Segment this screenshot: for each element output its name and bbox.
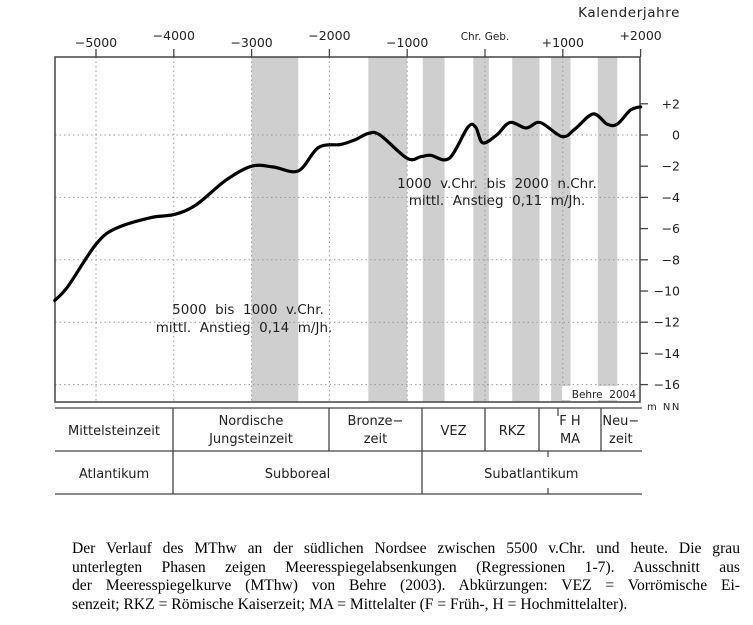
y-tick-label: −16 bbox=[654, 377, 680, 392]
sea-level-chart: −5000 −4000 −3000 −2000 −1000 Chr. Geb. +1000 +… bbox=[53, 5, 681, 495]
cultural-period-label: MA bbox=[560, 432, 580, 447]
x-tick-label: −4000 bbox=[153, 28, 195, 43]
x-tick-label: Chr. Geb. bbox=[461, 31, 510, 43]
regression-bands bbox=[251, 57, 618, 402]
grid-lines bbox=[55, 57, 640, 402]
caption-line: der Meeresspiegelkurve (MThw) von Behre … bbox=[72, 577, 740, 594]
y-axis-unit-label: m NN bbox=[647, 402, 681, 413]
cultural-period-label: RKZ bbox=[499, 424, 526, 439]
y-tick-label: −6 bbox=[662, 221, 680, 236]
caption-line: Der Verlauf des MThw an der südlichen No… bbox=[72, 540, 740, 557]
x-tick-label: −3000 bbox=[230, 35, 272, 50]
x-tick-label: +2000 bbox=[619, 28, 661, 43]
annotation-early-line1: 5000 bis 1000 v.Chr. bbox=[172, 302, 324, 318]
climatic-period-label: Subatlantikum bbox=[484, 467, 578, 482]
y-tick-label: 0 bbox=[672, 128, 680, 143]
x-axis-label: Kalenderjahre bbox=[578, 5, 680, 21]
regression-band-6 bbox=[551, 57, 571, 402]
cultural-period-label: Neu− bbox=[602, 414, 639, 429]
annotation-late-line2: mittl. Anstieg 0,11 m/Jh. bbox=[409, 193, 586, 209]
period-table: Mittelsteinzeit Nordische Jungsteinzeit Bro… bbox=[55, 407, 642, 495]
x-axis-ticks: −5000 −4000 −3000 −2000 −1000 Chr. Geb. +1000 +… bbox=[75, 28, 662, 57]
annotation-late-line1: 1000 v.Chr. bis 2000 n.Chr. bbox=[397, 176, 597, 192]
cultural-period-label: Bronze− bbox=[348, 414, 404, 429]
y-tick-label: −8 bbox=[662, 252, 680, 267]
sea-level-curve bbox=[53, 105, 643, 302]
cultural-period-label: zeit bbox=[364, 432, 388, 447]
y-tick-label: −12 bbox=[654, 315, 680, 330]
cultural-period-label: zeit bbox=[609, 432, 633, 447]
y-tick-label: −10 bbox=[654, 284, 680, 299]
regression-band-1 bbox=[251, 57, 299, 402]
credit-label: Behre 2004 bbox=[572, 389, 637, 401]
y-axis-ticks: +2 0 −2 −4 −6 −8 −10 −12 −14 −16 bbox=[640, 96, 680, 392]
regression-band-5 bbox=[512, 57, 540, 402]
annotation-late: 1000 v.Chr. bis 2000 n.Chr. mittl. Ansti… bbox=[397, 176, 597, 209]
y-tick-label: +2 bbox=[662, 96, 680, 111]
x-tick-label: −5000 bbox=[75, 35, 117, 50]
annotation-early-line2: mittl. Anstieg 0,14 m/Jh. bbox=[156, 320, 333, 336]
y-tick-label: −2 bbox=[662, 159, 680, 174]
cultural-period-label: VEZ bbox=[440, 424, 466, 439]
caption-line: senzeit; RKZ = Römische Kaiserzeit; MA =… bbox=[72, 595, 628, 613]
x-tick-label: −2000 bbox=[308, 28, 350, 43]
plot-frame bbox=[54, 56, 641, 403]
climatic-period-label: Atlantikum bbox=[79, 467, 149, 482]
regression-band-2 bbox=[368, 57, 408, 402]
annotation-early: 5000 bis 1000 v.Chr. mittl. Anstieg 0,14… bbox=[156, 302, 333, 336]
credit-background bbox=[562, 386, 638, 400]
cultural-period-label: Jungsteinzeit bbox=[208, 432, 293, 447]
cultural-period-label: Mittelsteinzeit bbox=[68, 424, 160, 439]
caption-line: unterlegten Phasen zeigen Meeresspiegela… bbox=[72, 558, 740, 576]
x-tick-label: +1000 bbox=[542, 35, 584, 50]
regression-band-3 bbox=[422, 57, 445, 402]
figure-caption: Der Verlauf des MThw an der südlichen No… bbox=[72, 540, 740, 614]
cultural-period-label: Nordische bbox=[219, 414, 284, 429]
regression-band-7 bbox=[597, 57, 618, 402]
climatic-period-label: Subboreal bbox=[265, 467, 331, 482]
cultural-period-label: F H bbox=[559, 414, 580, 429]
y-tick-label: −14 bbox=[654, 346, 680, 361]
x-tick-label: −1000 bbox=[386, 35, 428, 50]
y-tick-label: −4 bbox=[662, 190, 680, 205]
regression-band-4 bbox=[473, 57, 489, 402]
